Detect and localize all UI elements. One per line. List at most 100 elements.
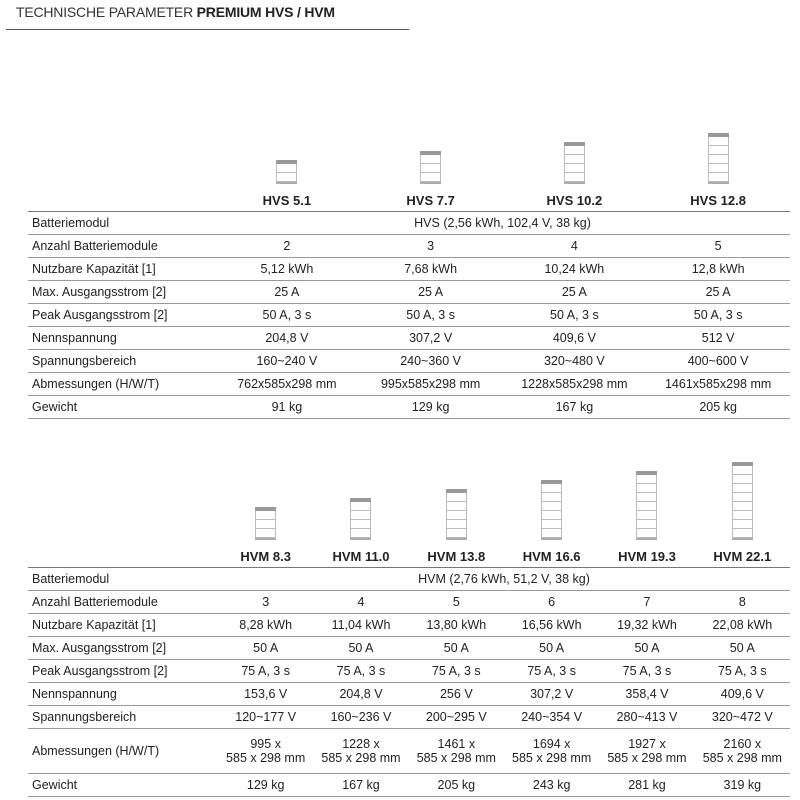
cell-value: 11,04 kWh (313, 613, 409, 637)
cell-value: 13,80 kWh (408, 613, 504, 637)
cell-value: 5 (408, 590, 504, 614)
row-label: Abmessungen (H/W/T) (28, 728, 218, 774)
cell-value: 129 kg (218, 773, 314, 797)
row-label: Abmessungen (H/W/T) (28, 372, 215, 396)
cell-value: 120~177 V (218, 705, 314, 729)
cell-value: 8,28 kWh (218, 613, 314, 637)
battery-stack-icon (541, 480, 563, 540)
cell-value: 319 kg (694, 773, 790, 797)
cell-value: 200~295 V (408, 705, 504, 729)
row-label: Nennspannung (28, 326, 215, 350)
battery-stack-icon (350, 498, 372, 540)
table-row: Max. Ausgangsstrom [2] 25 A 25 A 25 A 25 A (28, 280, 790, 304)
row-label: Max. Ausgangsstrom [2] (28, 280, 215, 304)
cell-value: 167 kg (313, 773, 409, 797)
cell-value: 205 kg (646, 395, 790, 419)
cell-value: 1461 x 585 x 298 mm (408, 728, 504, 774)
model-column-header: HVS 7.7 (358, 116, 503, 212)
cell-value: 16,56 kWh (503, 613, 600, 637)
cell-value: 5 (646, 234, 790, 258)
cell-value: 4 (313, 590, 409, 614)
battery-stack-icon (707, 133, 729, 184)
row-label: Peak Ausgangsstrom [2] (28, 659, 218, 683)
row-label: Nutzbare Kapazität [1] (28, 613, 218, 637)
cell-value: 75 A, 3 s (218, 659, 314, 683)
row-label: Anzahl Batteriemodule (28, 590, 218, 614)
row-label: Anzahl Batteriemodule (28, 234, 215, 258)
module-value: HVS (2,56 kWh, 102,4 V, 38 kg) (215, 211, 790, 235)
model-header-row: HVM 8.3 HVM 11.0 HVM 13.8 HVM 16.6 HVM 19.3 H… (28, 452, 790, 568)
row-label: Spannungsbereich (28, 705, 218, 729)
cell-value: 256 V (408, 682, 504, 706)
cell-value: 75 A, 3 s (599, 659, 695, 683)
cell-value: 160~236 V (313, 705, 409, 729)
cell-value: 19,32 kWh (599, 613, 695, 637)
table-row: Nennspannung 153,6 V 204,8 V 256 V 307,2 V 35… (28, 682, 790, 706)
model-column-header: HVS 10.2 (502, 116, 647, 212)
cell-value: 4 (502, 234, 647, 258)
cell-value: 167 kg (502, 395, 647, 419)
cell-value: 1228 x 585 x 298 mm (313, 728, 409, 774)
cell-value: 512 V (646, 326, 790, 350)
table-row: Batteriemodul HVM (2,76 kWh, 51,2 V, 38 k… (28, 567, 790, 591)
cell-value: 1228x585x298 mm (502, 372, 647, 396)
table-row: Anzahl Batteriemodule 3 4 5 6 7 8 (28, 590, 790, 614)
row-label: Spannungsbereich (28, 349, 215, 373)
row-label: Gewicht (28, 395, 215, 419)
cell-value: 153,6 V (218, 682, 314, 706)
title-divider (6, 29, 409, 30)
table-row: Abmessungen (H/W/T) 995 x 585 x 298 mm 122… (28, 728, 790, 774)
table-row: Nutzbare Kapazität [1] 5,12 kWh 7,68 kWh 10… (28, 257, 790, 281)
cell-value: 50 A, 3 s (502, 303, 647, 327)
row-label: Batteriemodul (28, 211, 215, 235)
row-label: Max. Ausgangsstrom [2] (28, 636, 218, 660)
cell-value: 2 (215, 234, 359, 258)
battery-stack-icon (276, 160, 298, 184)
cell-value: 7 (599, 590, 695, 614)
model-header-row: HVS 5.1 HVS 7.7 HVS 10.2 HVS 12.8 (28, 116, 790, 212)
cell-value: 25 A (358, 280, 503, 304)
battery-stack-icon (420, 151, 442, 184)
row-label: Batteriemodul (28, 567, 218, 591)
cell-value: 75 A, 3 s (313, 659, 409, 683)
hvs-spec-table: HVS 5.1 HVS 7.7 HVS 10.2 HVS 12.8 Batteriemo… (28, 116, 790, 419)
cell-value: 205 kg (408, 773, 504, 797)
cell-value: 50 A (313, 636, 409, 660)
cell-value: 358,4 V (599, 682, 695, 706)
cell-value: 307,2 V (358, 326, 503, 350)
cell-value: 307,2 V (503, 682, 600, 706)
battery-stack-icon (636, 471, 658, 540)
cell-value: 409,6 V (502, 326, 647, 350)
cell-value: 129 kg (358, 395, 503, 419)
battery-stack-icon (255, 507, 277, 540)
row-label: Peak Ausgangsstrom [2] (28, 303, 215, 327)
cell-value: 995 x 585 x 298 mm (218, 728, 314, 774)
cell-value: 75 A, 3 s (503, 659, 600, 683)
cell-value: 25 A (502, 280, 647, 304)
cell-value: 5,12 kWh (215, 257, 359, 281)
cell-value: 50 A, 3 s (215, 303, 359, 327)
cell-value: 3 (358, 234, 503, 258)
cell-value: 995x585x298 mm (358, 372, 503, 396)
cell-value: 1927 x 585 x 298 mm (599, 728, 695, 774)
module-value: HVM (2,76 kWh, 51,2 V, 38 kg) (218, 567, 790, 591)
cell-value: 50 A (599, 636, 695, 660)
battery-stack-icon (445, 489, 467, 540)
model-column-header: HVM 22.1 (694, 452, 790, 568)
cell-value: 6 (503, 590, 600, 614)
cell-value: 204,8 V (313, 682, 409, 706)
page-title: TECHNISCHE PARAMETER PREMIUM HVS / HVM (16, 4, 335, 20)
cell-value: 50 A, 3 s (646, 303, 790, 327)
table-row: Gewicht 129 kg 167 kg 205 kg 243 kg 281 kg 319… (28, 773, 790, 797)
hvm-spec-table: HVM 8.3 HVM 11.0 HVM 13.8 HVM 16.6 HVM 19.3 H… (28, 452, 790, 797)
cell-value: 25 A (215, 280, 359, 304)
cell-value: 2160 x 585 x 298 mm (694, 728, 790, 774)
cell-value: 280~413 V (599, 705, 695, 729)
battery-stack-icon (563, 142, 585, 184)
cell-value: 12,8 kWh (646, 257, 790, 281)
cell-value: 281 kg (599, 773, 695, 797)
table-row: Nutzbare Kapazität [1] 8,28 kWh 11,04 kWh 1… (28, 613, 790, 637)
table-row: Spannungsbereich 120~177 V 160~236 V 200~29… (28, 705, 790, 729)
row-label: Nennspannung (28, 682, 218, 706)
model-column-header: HVM 11.0 (313, 452, 409, 568)
